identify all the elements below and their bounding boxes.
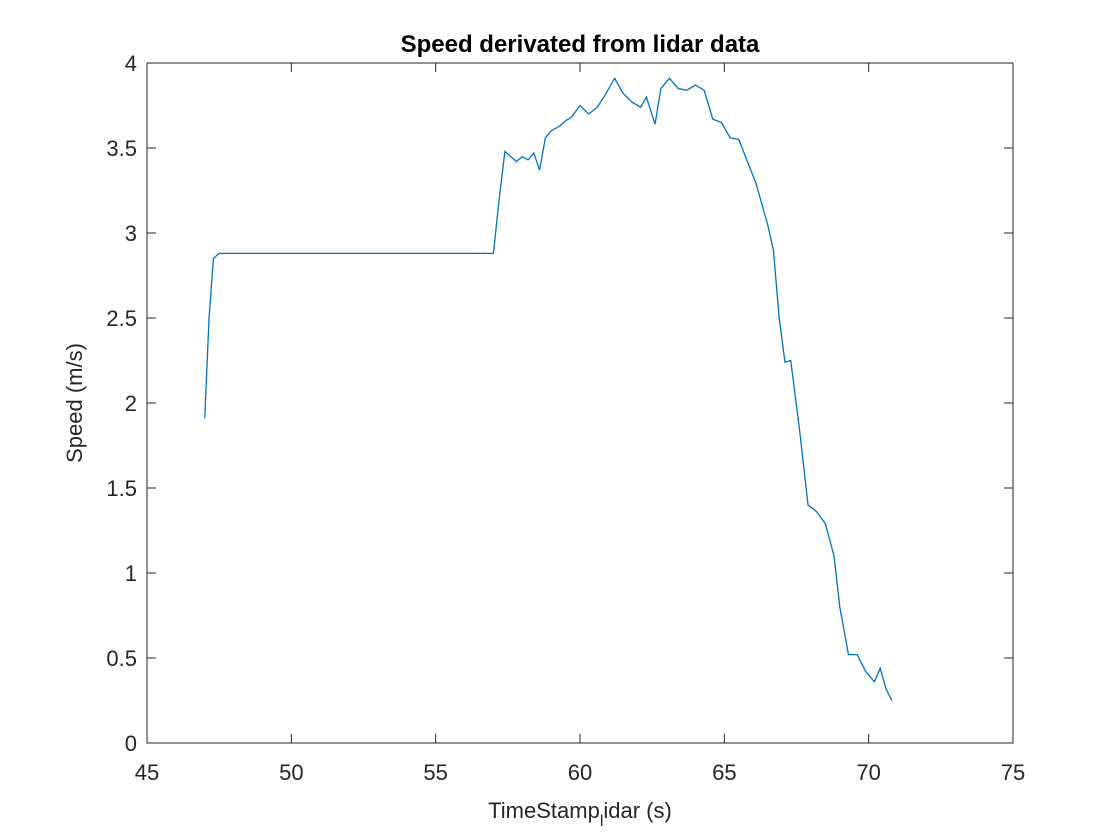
x-tick-label: 60 <box>568 760 592 785</box>
y-tick-label: 3 <box>125 221 137 246</box>
x-axis-label-part: idar (s) <box>603 798 671 823</box>
x-tick-label: 45 <box>135 760 159 785</box>
x-tick-label: 50 <box>279 760 303 785</box>
y-tick-label: 1 <box>125 561 137 586</box>
y-tick-label: 1.5 <box>106 476 137 501</box>
y-tick-label: 4 <box>125 51 137 76</box>
y-tick-label: 0 <box>125 731 137 756</box>
x-tick-label: 65 <box>712 760 736 785</box>
x-axis-label-part: TimeStamp <box>488 798 600 823</box>
y-tick-label: 0.5 <box>106 646 137 671</box>
plot-box <box>146 62 1014 744</box>
data-line <box>204 76 893 701</box>
y-tick-label: 2 <box>125 391 137 416</box>
y-tick-label: 3.5 <box>106 136 137 161</box>
x-tick-label: 75 <box>1001 760 1025 785</box>
y-axis-label: Speed (m/s) <box>62 343 87 463</box>
y-tick-label: 2.5 <box>106 306 137 331</box>
x-tick-label: 55 <box>423 760 447 785</box>
x-tick-label: 70 <box>856 760 880 785</box>
x-axis-label-sub: l <box>600 813 604 830</box>
chart-title: Speed derivated from lidar data <box>401 31 760 58</box>
x-axis-label: TimeStamplidar (s) <box>488 798 672 830</box>
